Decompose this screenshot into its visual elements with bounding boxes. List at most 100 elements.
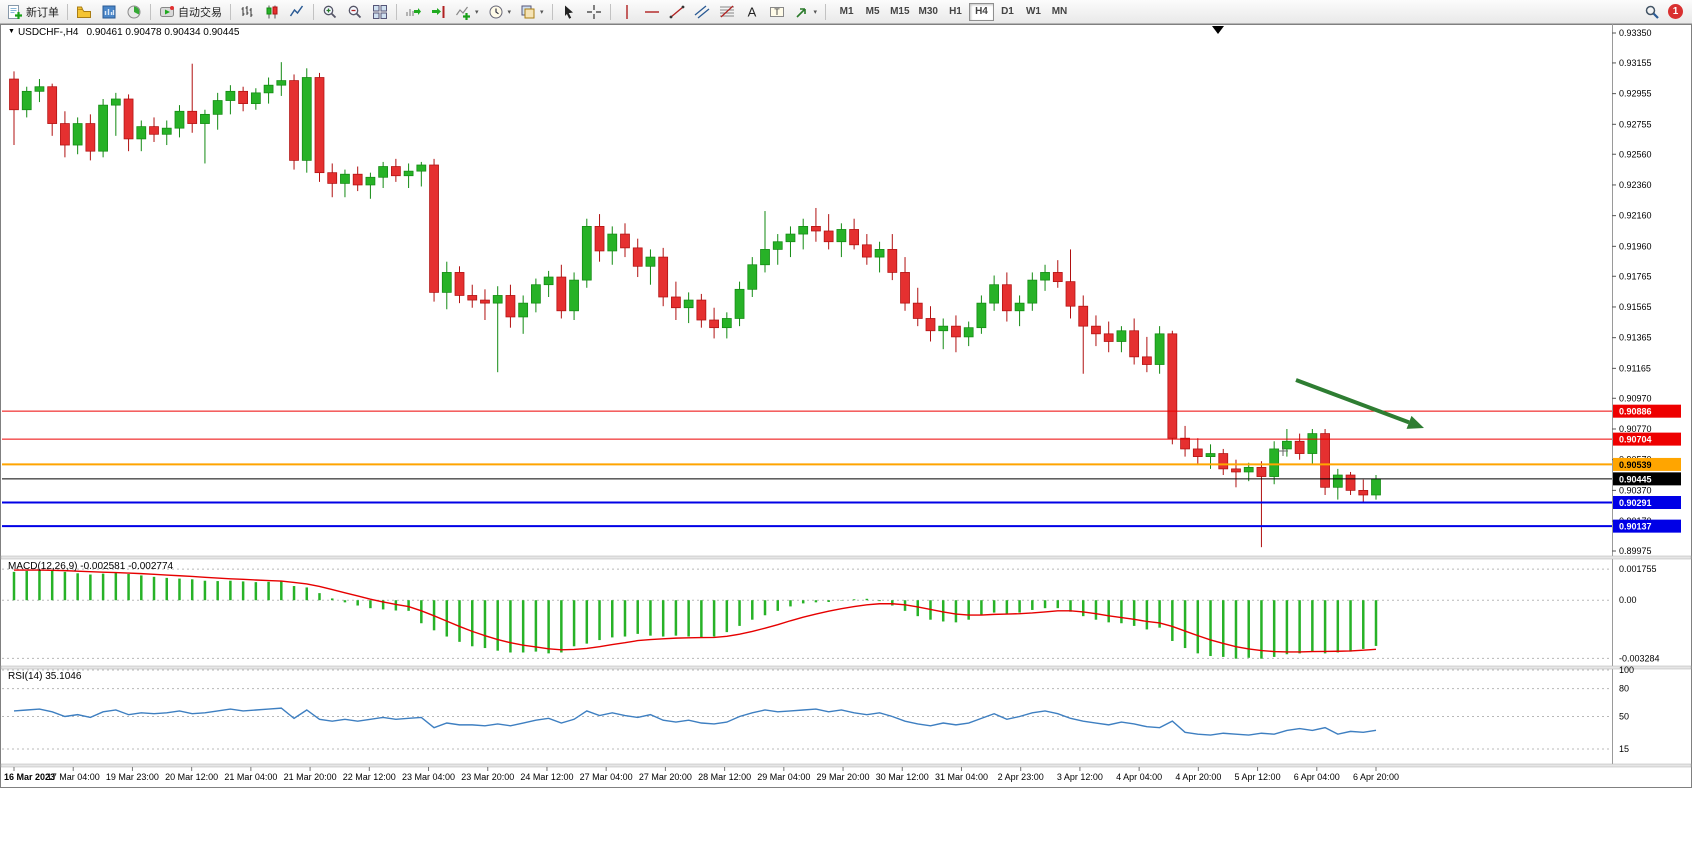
timeframe-m5-button[interactable]: M5 [860,3,885,21]
channel-button[interactable] [690,1,714,22]
candle-body [531,284,541,304]
zoom-in-button[interactable] [318,1,342,22]
price-tag-support-2 [1613,519,1681,533]
panel-splitter-rsi[interactable] [0,665,1692,670]
svg-text:6 Apr 04:00: 6 Apr 04:00 [1294,772,1340,782]
chart-shift-marker[interactable] [1212,26,1224,34]
candle-body [1231,468,1241,473]
svg-text:0.001755: 0.001755 [1619,564,1657,574]
timeframe-group: M1 M5 M15 M30 H1 H4 D1 W1 MN [834,2,1072,21]
auto-scroll-button[interactable] [401,1,425,22]
timeframe-w1-button[interactable]: W1 [1021,3,1046,21]
crosshair-icon [586,4,601,19]
notification-badge[interactable]: 1 [1668,4,1683,19]
candlestick-icon [266,5,278,18]
toolbar-separator [609,3,611,20]
panel-splitter-time-axis[interactable] [0,763,1692,768]
cursor-button[interactable] [557,1,581,22]
candle-body [811,226,821,232]
svg-text:0.90770: 0.90770 [1619,424,1652,434]
candle-body [709,319,719,329]
search-button[interactable] [1640,1,1664,22]
fibonacci-button[interactable] [715,1,739,22]
toolbar-separator [150,3,151,20]
chart-shift-button[interactable] [426,1,450,22]
timeframe-d1-button[interactable]: D1 [995,3,1020,21]
candle-body [263,84,274,94]
candle-body [314,77,325,174]
zoom-out-button[interactable] [343,1,367,22]
timeframe-m1-button[interactable]: M1 [834,3,859,21]
periods-button[interactable]: ▾ [484,1,516,22]
candle-body [85,123,96,152]
candle-body [378,166,389,178]
tile-windows-button[interactable] [368,1,392,22]
timeframe-h1-button[interactable]: H1 [943,3,968,21]
candle-body [174,110,185,129]
line-chart-type-button[interactable] [285,1,309,22]
svg-text:0.93350: 0.93350 [1619,28,1652,38]
candle-body [1371,478,1381,496]
auto-scroll-icon [406,7,421,16]
text-label-button[interactable]: T [765,1,789,22]
svg-text:80: 80 [1619,684,1629,694]
indicators-button[interactable]: ▾ [451,1,483,22]
svg-text:T: T [774,6,780,16]
candle-body [429,164,439,293]
zoom-in-icon [323,5,337,18]
candle-body [721,318,732,329]
svg-text:17 Mar 04:00: 17 Mar 04:00 [47,772,100,782]
timeframe-m30-button[interactable]: M30 [915,3,942,21]
svg-text:21 Mar 20:00: 21 Mar 20:00 [284,772,337,782]
trend-arrow-object[interactable] [1295,378,1424,429]
svg-text:0.92160: 0.92160 [1619,211,1652,221]
bar-chart-type-button[interactable] [235,1,259,22]
candle-body [136,126,147,140]
timeframe-m15-button[interactable]: M15 [886,3,913,21]
new-order-label: 新订单 [26,6,59,19]
vertical-line-button[interactable] [615,1,639,22]
bar-chart-icon [241,5,253,17]
candle-body [416,164,427,172]
candle-body [989,284,1000,304]
arrows-tool-button[interactable]: ▾ [790,1,822,22]
chart-shift-icon [432,5,445,18]
new-order-button[interactable]: 新订单 [3,1,63,22]
panel-splitter-macd[interactable] [0,555,1692,560]
candle-body [1243,466,1254,473]
svg-text:0.90704: 0.90704 [1619,435,1652,445]
profiles-button[interactable] [72,1,96,22]
horizontal-line-button[interactable] [640,1,664,22]
candle-body [1282,440,1292,450]
candle-body [60,123,70,146]
text-icon: A [747,4,756,19]
horizontal-line-icon [644,10,659,13]
object-anchor-marker [1278,446,1288,456]
candle-body [607,233,618,252]
templates-button[interactable]: ▾ [516,1,548,22]
trendline-icon [669,5,684,18]
market-watch-button[interactable] [97,1,121,22]
one-click-trading-icon[interactable]: ▼ [8,28,15,35]
text-button[interactable]: A [740,1,764,22]
trendline-button[interactable] [665,1,689,22]
candle-body [951,325,961,338]
timeframe-h4-button[interactable]: H4 [968,2,994,21]
toolbar-separator [396,3,397,20]
candle-body [1052,272,1063,283]
candlestick-chart-type-button[interactable] [260,1,284,22]
timeframe-mn-button[interactable]: MN [1047,3,1072,21]
candle-body [1027,279,1038,304]
line-chart-icon [289,5,304,16]
candle-body [1180,437,1190,450]
crosshair-button[interactable] [582,1,606,22]
indicators-caret-icon: ▾ [475,8,479,16]
autotrade-button[interactable]: 自动交易 [155,1,226,22]
candle-body [581,226,592,281]
strategy-tester-button[interactable] [122,1,146,22]
svg-text:0.91365: 0.91365 [1619,333,1652,343]
candle-body [365,176,376,186]
arrow-tool-icon [795,7,806,18]
